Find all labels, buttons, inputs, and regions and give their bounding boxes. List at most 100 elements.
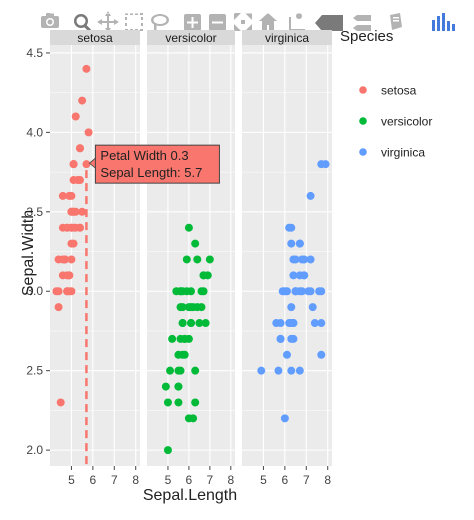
y-axis-title: Sepal.Width bbox=[20, 210, 37, 296]
hover-closest-icon[interactable] bbox=[315, 15, 343, 31]
data-point bbox=[193, 255, 202, 264]
data-point bbox=[289, 255, 298, 264]
data-point bbox=[174, 366, 183, 375]
data-point bbox=[184, 223, 193, 232]
data-point bbox=[56, 398, 65, 407]
data-point bbox=[67, 223, 76, 232]
data-point bbox=[178, 319, 187, 328]
hover-tooltip-pointer bbox=[88, 157, 96, 170]
data-point bbox=[76, 176, 84, 185]
data-point bbox=[69, 223, 78, 232]
data-point bbox=[178, 303, 187, 312]
data-point bbox=[71, 207, 80, 216]
data-point bbox=[180, 350, 189, 359]
data-point bbox=[199, 287, 208, 296]
data-point bbox=[203, 271, 212, 280]
panel-virginica: virginica bbox=[242, 12, 332, 466]
x-tick-label: 5 bbox=[165, 473, 172, 487]
data-point bbox=[187, 303, 195, 312]
data-point bbox=[195, 319, 204, 328]
data-point bbox=[257, 366, 266, 375]
x-tick-label: 7 bbox=[303, 473, 310, 487]
data-point bbox=[54, 303, 63, 312]
data-point bbox=[76, 223, 84, 232]
data-point bbox=[69, 207, 78, 216]
data-point bbox=[69, 239, 78, 248]
data-point bbox=[298, 287, 306, 296]
data-point bbox=[178, 319, 187, 328]
data-point bbox=[300, 255, 309, 264]
data-point bbox=[291, 255, 300, 264]
data-point bbox=[283, 350, 291, 359]
data-point bbox=[163, 446, 172, 455]
data-point bbox=[306, 191, 315, 200]
box-select-icon[interactable] bbox=[125, 13, 143, 31]
data-point bbox=[276, 334, 285, 343]
x-tick-label: 6 bbox=[282, 473, 289, 487]
pan-icon[interactable] bbox=[97, 11, 119, 33]
camera-icon[interactable] bbox=[41, 13, 59, 28]
data-point bbox=[69, 160, 78, 169]
data-point bbox=[52, 287, 61, 296]
data-point bbox=[180, 334, 189, 343]
data-point bbox=[289, 271, 298, 280]
data-point bbox=[58, 271, 67, 280]
data-point bbox=[65, 271, 74, 280]
x-tick-label: 8 bbox=[227, 473, 234, 487]
data-point bbox=[187, 287, 195, 296]
data-point bbox=[315, 287, 324, 296]
lasso-icon[interactable] bbox=[151, 14, 169, 31]
autoscale-icon[interactable] bbox=[234, 13, 252, 31]
data-point bbox=[289, 319, 298, 328]
data-point bbox=[176, 287, 185, 296]
legend-label-setosa: setosa bbox=[381, 84, 417, 98]
data-point bbox=[300, 271, 309, 280]
data-point bbox=[272, 319, 281, 328]
data-point bbox=[280, 287, 289, 296]
data-point bbox=[67, 255, 76, 264]
x-tick-label: 7 bbox=[207, 473, 214, 487]
data-point bbox=[191, 239, 200, 248]
data-point bbox=[184, 334, 193, 343]
data-point bbox=[308, 303, 317, 312]
legend-marker-setosa bbox=[359, 86, 367, 94]
data-point bbox=[82, 160, 91, 169]
data-point bbox=[287, 319, 296, 328]
data-point bbox=[187, 319, 195, 328]
panel-background bbox=[242, 45, 332, 466]
data-point bbox=[201, 319, 210, 328]
zoom-out-icon[interactable] bbox=[209, 14, 226, 31]
reset-axes-icon[interactable] bbox=[259, 13, 277, 31]
data-point bbox=[69, 207, 78, 216]
chart-studio-icon[interactable] bbox=[432, 13, 455, 31]
data-point bbox=[78, 96, 87, 105]
spike-lines-icon[interactable] bbox=[289, 13, 305, 31]
y-tick-label: 3.0 bbox=[26, 284, 43, 298]
data-point bbox=[295, 239, 304, 248]
data-point bbox=[58, 191, 67, 200]
data-point bbox=[199, 271, 208, 280]
data-point bbox=[176, 334, 185, 343]
data-point bbox=[298, 255, 306, 264]
data-point bbox=[317, 287, 326, 296]
data-point bbox=[58, 255, 67, 264]
plotly-logo-icon[interactable] bbox=[390, 13, 402, 30]
y-tick-label: 2.0 bbox=[26, 443, 43, 457]
hover-compare-icon[interactable] bbox=[353, 15, 371, 31]
zoom-in-icon[interactable] bbox=[184, 14, 201, 31]
data-point bbox=[180, 334, 189, 343]
data-point bbox=[191, 366, 200, 375]
x-tick-label: 6 bbox=[186, 473, 193, 487]
data-point bbox=[82, 64, 91, 73]
data-point bbox=[300, 271, 309, 280]
data-point bbox=[280, 414, 289, 423]
zoom-icon[interactable] bbox=[74, 14, 91, 32]
legend-label-virginica: virginica bbox=[381, 146, 425, 160]
data-point bbox=[76, 144, 84, 153]
data-point bbox=[166, 366, 175, 375]
data-point bbox=[71, 112, 80, 121]
data-point bbox=[193, 303, 202, 312]
data-point bbox=[295, 287, 304, 296]
data-point bbox=[174, 398, 183, 407]
